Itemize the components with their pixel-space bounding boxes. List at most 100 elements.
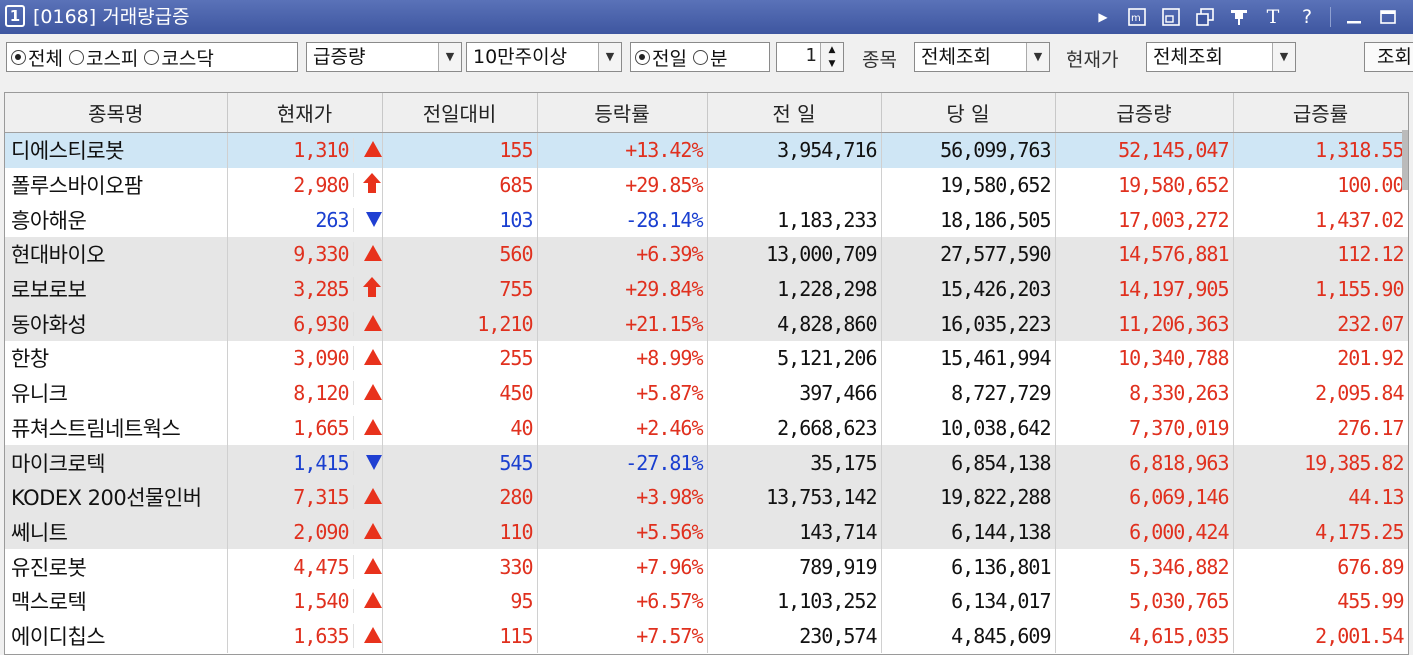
radio-period-prevday[interactable]: 전일: [635, 44, 687, 71]
stepper-down-icon[interactable]: ▼: [828, 59, 836, 69]
maximize-icon[interactable]: [1377, 6, 1399, 28]
direction-symbol: [354, 242, 381, 266]
stock-name-cell[interactable]: 로보로보: [5, 271, 228, 307]
prev-volume-cell: 789,919: [707, 549, 882, 584]
stock-table: 종목명 현재가 전일대비 등락률 전 일 당 일 급증량 급증률 디에스티로봇 1…: [4, 92, 1409, 655]
table-row[interactable]: 현대바이오 9,330 560 +6.39% 13,000,709 27,577,590 1…: [5, 237, 1408, 272]
scrollbar-thumb[interactable]: [1402, 130, 1408, 190]
table-row[interactable]: 에이디칩스 1,635 115 +7.57% 230,574 4,845,609 4,615…: [5, 618, 1408, 654]
prev-volume-cell: 3,954,716: [707, 132, 882, 168]
stock-name-cell[interactable]: 퓨쳐스트림네트웍스: [5, 410, 228, 446]
table-body: 디에스티로봇 1,310 155 +13.42% 3,954,716 56,099,763…: [5, 132, 1408, 654]
change-cell: 95: [382, 583, 538, 619]
change-cell: 255: [382, 341, 538, 376]
table-row[interactable]: 맥스로텍 1,540 95 +6.57% 1,103,252 6,134,017 5,030…: [5, 583, 1408, 619]
surge-cell: 14,197,905: [1055, 271, 1234, 307]
price-select[interactable]: 전체조회 ▼: [1146, 42, 1296, 72]
stock-name-cell[interactable]: 동아화성: [5, 306, 228, 342]
table-row[interactable]: 마이크로텍 1,415 545 -27.81% 35,175 6,854,138 6,818…: [5, 445, 1408, 480]
rate-cell: -28.14%: [537, 202, 708, 238]
font-icon[interactable]: T: [1266, 6, 1280, 28]
table-row[interactable]: 로보로보 3,285 755 +29.84% 1,228,298 15,426,203 14…: [5, 271, 1408, 307]
chevron-down-icon[interactable]: ▼: [1272, 43, 1295, 71]
radio-period-minute[interactable]: 분: [692, 44, 727, 71]
stock-name-cell[interactable]: 현대바이오: [5, 237, 228, 272]
rate-cell: +21.15%: [537, 306, 708, 342]
radio-market-kosdaq[interactable]: 코스닥: [144, 44, 214, 71]
col-header-today-volume[interactable]: 당 일: [881, 93, 1056, 133]
chevron-down-icon[interactable]: ▼: [438, 43, 461, 71]
limit-up-arrow-icon: [362, 276, 382, 297]
memo-icon[interactable]: m: [1126, 6, 1148, 28]
radio-label: 코스닥: [161, 47, 214, 70]
table-row[interactable]: 유진로봇 4,475 330 +7.96% 789,919 6,136,801 5,346,…: [5, 549, 1408, 584]
stock-name-cell[interactable]: 맥스로텍: [5, 583, 228, 619]
query-button[interactable]: 조회: [1364, 42, 1413, 72]
direction-symbol: [354, 485, 381, 509]
surge-rate-cell: 1,155.90: [1233, 271, 1408, 307]
market-radio-group: 전체 코스피 코스닥: [6, 42, 298, 72]
stock-name-cell[interactable]: 마이크로텍: [5, 445, 228, 480]
col-header-change[interactable]: 전일대비: [382, 93, 538, 133]
price-cell: 3,285: [227, 271, 383, 307]
today-volume-cell: 8,727,729: [881, 375, 1056, 411]
table-row[interactable]: 폴루스바이오팜 2,980 685 +29.85% 19,580,652 19,580,6…: [5, 167, 1408, 203]
table-row[interactable]: 동아화성 6,930 1,210 +21.15% 4,828,860 16,035,223…: [5, 306, 1408, 342]
price-value: 263: [228, 207, 354, 232]
chevron-down-icon[interactable]: ▼: [1026, 43, 1049, 71]
rate-cell: +2.46%: [537, 410, 708, 446]
help-icon[interactable]: ?: [1301, 6, 1313, 28]
col-header-surge-rate[interactable]: 급증률: [1233, 93, 1408, 133]
price-select-value: 전체조회: [1153, 46, 1223, 68]
table-row[interactable]: KODEX 200선물인버 7,315 280 +3.98% 13,753,142 19,…: [5, 479, 1408, 515]
today-volume-cell: 15,426,203: [881, 271, 1056, 307]
today-volume-cell: 6,134,017: [881, 583, 1056, 619]
today-volume-cell: 27,577,590: [881, 237, 1056, 272]
copy-icon[interactable]: [1194, 6, 1216, 28]
table-row[interactable]: 흥아해운 263 103 -28.14% 1,183,233 18,186,505 17,0…: [5, 202, 1408, 238]
table-row[interactable]: 퓨쳐스트림네트웍스 1,665 40 +2.46% 2,668,623 10,038,64…: [5, 410, 1408, 446]
stock-name-cell[interactable]: 유진로봇: [5, 549, 228, 584]
price-value: 4,475: [228, 554, 354, 579]
volume-select[interactable]: 10만주이상 ▼: [466, 42, 622, 72]
stock-name-cell[interactable]: 에이디칩스: [5, 618, 228, 654]
col-header-name[interactable]: 종목명: [5, 93, 228, 133]
sort-select[interactable]: 급증량 ▼: [306, 42, 462, 72]
table-row[interactable]: 디에스티로봇 1,310 155 +13.42% 3,954,716 56,099,763…: [5, 132, 1408, 168]
direction-symbol: [354, 589, 381, 613]
price-cell: 4,475: [227, 549, 383, 584]
col-header-price[interactable]: 현재가: [227, 93, 383, 133]
item-select[interactable]: 전체조회 ▼: [914, 42, 1050, 72]
stock-name-cell[interactable]: KODEX 200선물인버: [5, 479, 228, 515]
minute-stepper[interactable]: 1 ▲ ▼: [776, 42, 844, 72]
stock-name-cell[interactable]: 흥아해운: [5, 202, 228, 238]
table-row[interactable]: 유니크 8,120 450 +5.87% 397,466 8,727,729 8,330,2…: [5, 375, 1408, 411]
window-number-badge[interactable]: 1: [5, 5, 25, 27]
radio-market-kospi[interactable]: 코스피: [68, 44, 138, 71]
item-label: 종목: [862, 49, 897, 71]
chevron-down-icon[interactable]: ▼: [598, 43, 621, 71]
surge-rate-cell: 455.99: [1233, 583, 1408, 619]
change-cell: 155: [382, 132, 538, 168]
today-volume-cell: 18,186,505: [881, 202, 1056, 238]
surge-rate-cell: 100.00: [1233, 167, 1408, 203]
play-icon[interactable]: ▶: [1098, 10, 1108, 24]
stepper-up-icon[interactable]: ▲: [828, 45, 836, 55]
col-header-prev-volume[interactable]: 전 일: [707, 93, 882, 133]
col-header-rate[interactable]: 등락률: [537, 93, 708, 133]
table-row[interactable]: 쎄니트 2,090 110 +5.56% 143,714 6,144,138 6,000,4…: [5, 514, 1408, 550]
col-header-surge[interactable]: 급증량: [1055, 93, 1234, 133]
direction-symbol: [354, 416, 381, 440]
stock-name-cell[interactable]: 유니크: [5, 375, 228, 411]
table-row[interactable]: 한창 3,090 255 +8.99% 5,121,206 15,461,994 10,34…: [5, 341, 1408, 376]
minimize-icon[interactable]: [1343, 6, 1365, 28]
radio-market-all[interactable]: 전체: [11, 44, 63, 71]
today-volume-cell: 19,580,652: [881, 167, 1056, 203]
restore-icon[interactable]: [1160, 6, 1182, 28]
stock-name-cell[interactable]: 한창: [5, 341, 228, 376]
stock-name-cell[interactable]: 쎄니트: [5, 514, 228, 550]
pin-icon[interactable]: [1228, 6, 1250, 28]
stock-name-cell[interactable]: 디에스티로봇: [5, 132, 228, 168]
price-value: 1,540: [228, 589, 354, 614]
stock-name-cell[interactable]: 폴루스바이오팜: [5, 167, 228, 203]
